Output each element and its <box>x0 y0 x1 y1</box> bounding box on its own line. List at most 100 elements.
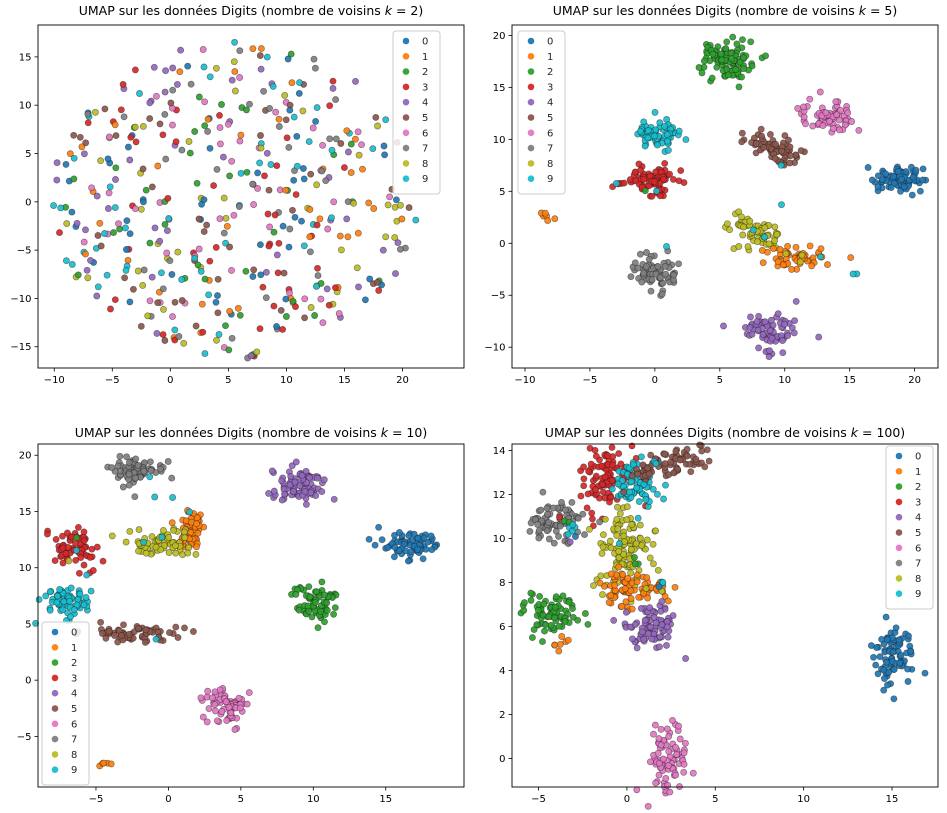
point <box>900 183 908 191</box>
legend-entry-1: 1 <box>895 467 921 478</box>
point <box>181 534 189 542</box>
point <box>91 108 99 116</box>
point <box>358 141 365 149</box>
point <box>64 543 72 551</box>
point <box>197 267 205 275</box>
point <box>310 55 318 63</box>
point <box>80 537 88 545</box>
point <box>281 91 289 99</box>
point <box>94 283 102 291</box>
point <box>680 179 688 187</box>
x-tick-label: 5 <box>225 375 231 386</box>
point <box>717 50 725 58</box>
point <box>178 297 186 304</box>
point <box>778 201 785 209</box>
point <box>46 606 54 614</box>
point <box>631 553 638 561</box>
point <box>105 133 113 141</box>
legend-label: 0 <box>915 452 921 463</box>
x-axis-ticks: −5 0 5 10 15 <box>89 787 392 805</box>
cluster-digit-8 <box>65 557 73 565</box>
subplot-title: UMAP sur les données Digits (nombre de v… <box>38 3 464 18</box>
point <box>136 90 143 97</box>
point <box>663 623 671 631</box>
point <box>129 285 137 293</box>
point <box>665 733 673 741</box>
point <box>569 605 576 613</box>
legend-label: 2 <box>71 658 77 669</box>
point <box>291 478 299 486</box>
point <box>298 472 306 479</box>
cluster-digit-8 <box>642 585 650 592</box>
point <box>318 167 326 175</box>
point <box>194 529 202 537</box>
point <box>199 328 207 336</box>
point <box>680 749 688 757</box>
point <box>692 455 700 463</box>
point <box>635 498 643 505</box>
point <box>757 125 765 133</box>
point <box>312 282 320 290</box>
point <box>142 626 150 634</box>
point <box>832 98 840 106</box>
legend-entry-2: 2 <box>527 67 553 78</box>
point <box>624 575 632 582</box>
point <box>800 103 807 111</box>
point <box>314 272 322 280</box>
point <box>211 707 219 715</box>
point <box>622 608 630 616</box>
point <box>651 721 659 729</box>
point <box>59 532 66 540</box>
point <box>191 254 199 262</box>
legend-label: 5 <box>422 113 428 124</box>
point <box>720 322 727 330</box>
point <box>890 179 898 187</box>
point <box>283 134 291 142</box>
point <box>735 83 743 91</box>
point <box>131 493 139 501</box>
point <box>220 229 228 237</box>
point <box>798 251 806 259</box>
point <box>237 131 245 139</box>
point <box>771 154 779 162</box>
point <box>656 192 664 200</box>
point <box>105 189 113 197</box>
point <box>545 613 553 621</box>
legend-marker-icon <box>527 37 535 45</box>
point <box>131 66 139 74</box>
point <box>74 271 82 279</box>
point <box>231 38 239 46</box>
point <box>73 219 81 227</box>
point <box>552 593 560 601</box>
point <box>161 337 169 344</box>
point <box>122 266 130 274</box>
point <box>195 245 203 253</box>
legend-marker-icon <box>402 98 410 106</box>
point <box>664 137 672 145</box>
point <box>772 140 780 148</box>
legend-label: 2 <box>422 67 428 78</box>
point <box>641 616 649 624</box>
point <box>236 311 244 319</box>
point <box>236 74 244 81</box>
cluster-digit-7 <box>131 493 139 501</box>
cluster-digit-4 <box>720 297 823 358</box>
subplot-title: UMAP sur les données Digits (nombre de v… <box>38 425 464 440</box>
point <box>790 329 798 337</box>
point <box>321 618 328 626</box>
point <box>192 550 200 558</box>
point <box>192 322 200 330</box>
point <box>855 126 863 134</box>
point <box>150 63 158 71</box>
point <box>647 623 655 631</box>
point <box>912 166 920 174</box>
legend-marker-icon <box>527 83 535 91</box>
legend-entry-6: 6 <box>402 128 428 139</box>
point <box>746 217 754 225</box>
point <box>874 670 882 678</box>
point <box>545 535 553 543</box>
point <box>305 583 313 591</box>
point <box>249 273 257 280</box>
point <box>541 627 548 635</box>
point <box>194 261 202 269</box>
